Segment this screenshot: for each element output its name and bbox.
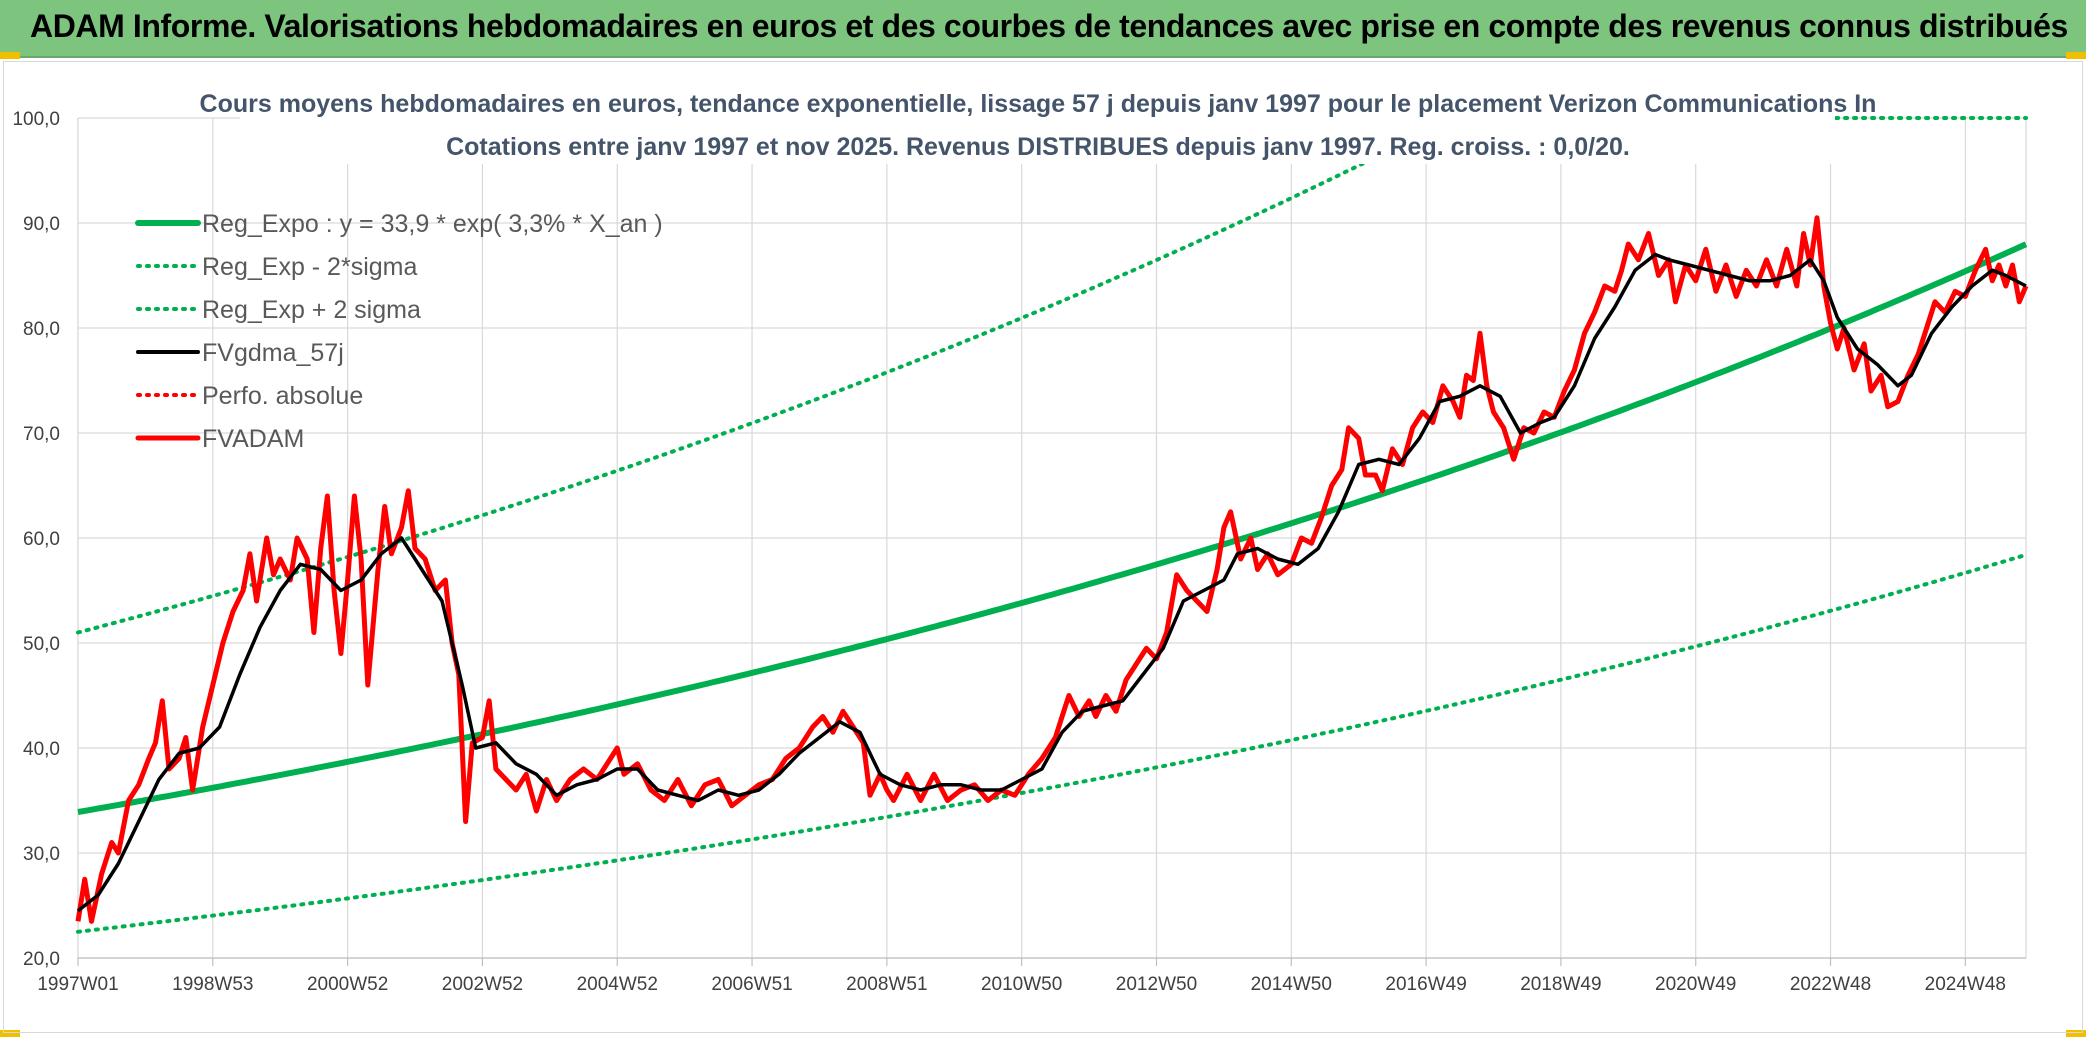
x-tick-label: 1997W01 xyxy=(37,974,118,995)
y-tick-label: 40,0 xyxy=(23,739,60,760)
y-tick-label: 70,0 xyxy=(23,424,60,445)
y-tick-label: 50,0 xyxy=(23,634,60,655)
x-tick-label: 2018W49 xyxy=(1520,974,1601,995)
x-tick-label: 2008W51 xyxy=(846,974,927,995)
y-tick-label: 20,0 xyxy=(23,949,60,970)
x-tick-label: 2000W52 xyxy=(307,974,388,995)
legend-label: Reg_Exp - 2*sigma xyxy=(202,253,417,281)
x-tick-label: 2004W52 xyxy=(577,974,658,995)
reg-exp-plus-2-sigma-line xyxy=(76,116,2028,635)
legend-label: FVADAM xyxy=(202,425,304,453)
y-tick-label: 80,0 xyxy=(23,319,60,340)
corner-marker-top-right xyxy=(2066,52,2086,59)
x-tick-label: 2020W49 xyxy=(1655,974,1736,995)
corner-marker-top-left xyxy=(0,52,20,59)
chart-legend: Reg_Expo : y = 33,9 * exp( 3,3% * X_an )… xyxy=(135,210,663,453)
x-tick-label: 2014W50 xyxy=(1251,974,1332,995)
chart-title-line-1: Cours moyens hebdomadaires en euros, ten… xyxy=(200,90,1877,118)
series-lines xyxy=(75,215,2029,924)
y-axis-ticks: 20,0 30,0 40,0 50,0 60,0 70,0 80,0 90,0 100,0 xyxy=(12,109,60,970)
trend-bands xyxy=(76,116,2028,934)
x-tick-label: 2022W48 xyxy=(1790,974,1871,995)
gridlines xyxy=(77,117,2027,959)
legend-label: Reg_Expo : y = 33,9 * exp( 3,3% * X_an ) xyxy=(202,210,663,238)
legend-label: Perfo. absolue xyxy=(202,382,363,410)
x-tick-label: 2006W51 xyxy=(711,974,792,995)
reg-exp-minus-2-sigma-line xyxy=(76,552,2028,934)
x-tick-label: 2024W48 xyxy=(1925,974,2006,995)
legend-label: Reg_Exp + 2 sigma xyxy=(202,296,421,324)
chart-title-line-2: Cotations entre janv 1997 et nov 2025. R… xyxy=(446,133,1630,161)
report-banner: ADAM Informe. Valorisations hebdomadaire… xyxy=(0,0,2086,58)
report-title: ADAM Informe. Valorisations hebdomadaire… xyxy=(30,8,2068,44)
reg-expo-line xyxy=(77,241,2028,815)
y-tick-label: 100,0 xyxy=(12,109,60,130)
corner-marker-bottom-right xyxy=(2066,1030,2086,1037)
y-tick-label: 60,0 xyxy=(23,529,60,550)
y-tick-label: 30,0 xyxy=(23,844,60,865)
x-tick-label: 1998W53 xyxy=(172,974,253,995)
title-background xyxy=(240,78,1835,164)
legend-label: FVgdma_57j xyxy=(202,339,344,367)
series-line-fvgdma_57j xyxy=(76,252,2027,913)
x-tick-label: 2002W52 xyxy=(442,974,523,995)
x-tick-label: 2016W49 xyxy=(1385,974,1466,995)
y-tick-label: 90,0 xyxy=(23,214,60,235)
chart-frame xyxy=(3,61,2083,1033)
x-tick-label: 2010W50 xyxy=(981,974,1062,995)
x-axis-ticks: 1997W01 1998W53 2000W52 2002W52 2004W52 2006W… xyxy=(37,958,2006,995)
x-tick-label: 2012W50 xyxy=(1116,974,1197,995)
corner-marker-bottom-left xyxy=(0,1030,20,1037)
series-line-fvadam xyxy=(75,215,2029,924)
